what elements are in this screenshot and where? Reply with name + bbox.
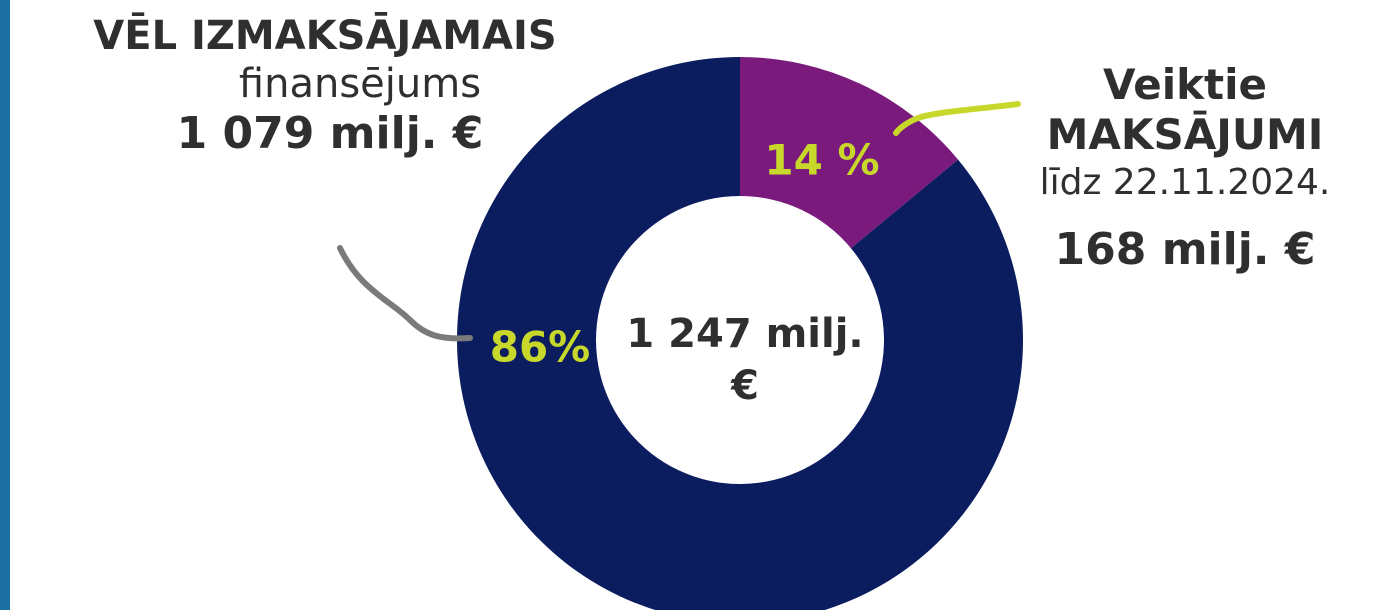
annotation-line: VĒL IZMAKSĀJAMAIS	[93, 13, 557, 59]
annotation-line: līdz 22.11.2024.	[1039, 161, 1331, 203]
left-connector	[337, 245, 473, 342]
annotation-line: 168 milj. €	[1054, 223, 1316, 275]
right-connector	[893, 101, 1021, 136]
slice	[456, 57, 1023, 610]
side-stripe	[0, 0, 10, 610]
annotation-line: finansējums	[238, 61, 482, 107]
slice	[740, 57, 959, 249]
left-annotation: VĒL IZMAKSĀJAMAIS finansējums 1 079 milj…	[20, 12, 630, 161]
center-label: 1 247 milj. €	[626, 311, 864, 409]
right-annotation: Veiktie MAKSĀJUMI līdz 22.11.2024. 168 m…	[1000, 60, 1370, 277]
value-label: 14 %	[764, 136, 879, 185]
value-label: 86%	[490, 323, 591, 372]
annotation-line: Veiktie	[1103, 60, 1267, 109]
annotation-line: 1 079 milj. €	[176, 108, 484, 159]
annotation-line: MAKSĀJUMI	[1046, 110, 1324, 160]
